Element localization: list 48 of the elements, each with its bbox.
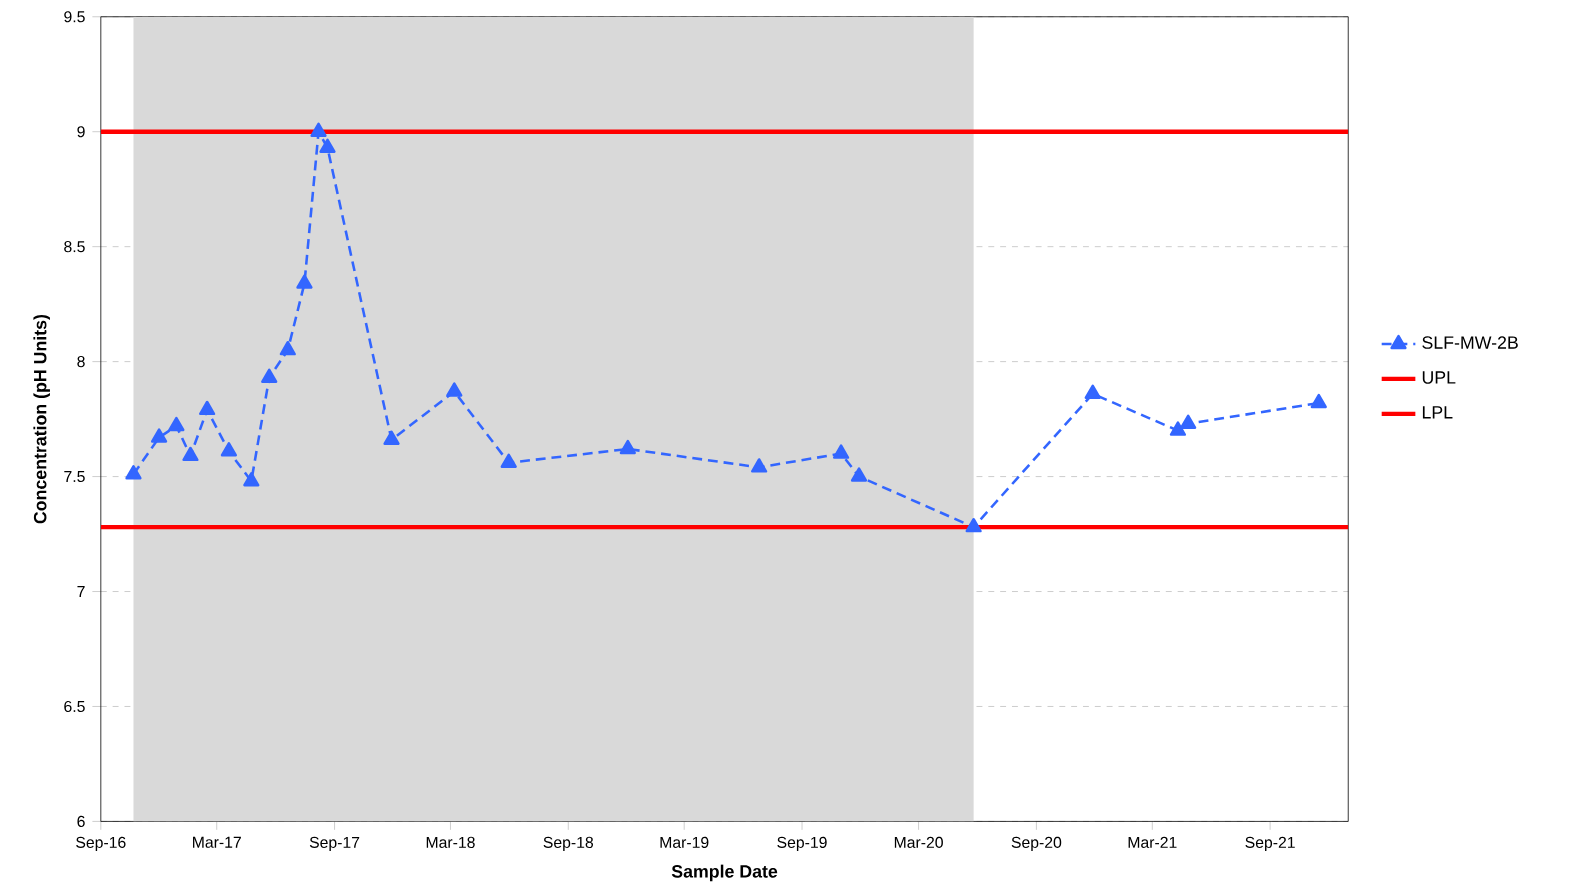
x-tick-label: Mar-18 bbox=[426, 836, 475, 848]
point bbox=[965, 517, 982, 533]
y-axis-title: Concentration (pH Units) bbox=[33, 314, 50, 524]
x-tick-label: Mar-17 bbox=[193, 836, 241, 848]
point bbox=[619, 439, 636, 454]
point bbox=[261, 368, 278, 383]
point bbox=[383, 430, 400, 445]
y-tick-label: 8 bbox=[77, 355, 85, 367]
point bbox=[500, 453, 517, 468]
legend-label: LPL bbox=[1422, 406, 1453, 419]
point bbox=[319, 138, 336, 153]
y-tick-label: 6 bbox=[77, 815, 85, 827]
point bbox=[1180, 414, 1197, 429]
point bbox=[1169, 421, 1187, 436]
y-tick-label: 9.5 bbox=[64, 10, 85, 23]
y-tick-label: 6.5 bbox=[64, 700, 85, 712]
point bbox=[279, 340, 296, 356]
point bbox=[168, 416, 185, 431]
point bbox=[125, 464, 142, 480]
x-tick-label: Sep-21 bbox=[1245, 836, 1295, 851]
point bbox=[832, 444, 850, 459]
point bbox=[310, 122, 327, 137]
legend-label: UPL bbox=[1422, 371, 1456, 384]
y-tick-label: 7 bbox=[77, 585, 85, 597]
point bbox=[243, 471, 260, 487]
y-tick-label: 8.5 bbox=[64, 240, 85, 253]
x-tick-label: Sep-19 bbox=[777, 836, 827, 851]
point bbox=[446, 382, 463, 397]
point bbox=[751, 457, 768, 473]
x-axis-title: Sample Date bbox=[671, 864, 778, 881]
y-tick-label: 7.5 bbox=[64, 470, 85, 482]
point bbox=[1310, 393, 1327, 408]
point bbox=[182, 446, 199, 461]
x-tick-label: Sep-18 bbox=[543, 836, 594, 851]
legend-label: SLF-MW-2B bbox=[1422, 336, 1518, 349]
x-tick-label: Mar-20 bbox=[894, 836, 943, 848]
x-tick-label: Sep-17 bbox=[309, 836, 360, 851]
x-tick-label: Sep-16 bbox=[76, 836, 126, 851]
x-tick-label: Sep-20 bbox=[1011, 836, 1062, 851]
point bbox=[220, 441, 237, 457]
y-tick-label: 9 bbox=[77, 125, 85, 138]
point bbox=[199, 400, 216, 415]
x-tick-label: Mar-21 bbox=[1128, 836, 1177, 848]
point bbox=[850, 467, 868, 482]
point bbox=[150, 428, 168, 443]
point bbox=[1084, 384, 1101, 399]
point bbox=[296, 274, 313, 289]
x-tick-label: Mar-19 bbox=[660, 836, 709, 848]
